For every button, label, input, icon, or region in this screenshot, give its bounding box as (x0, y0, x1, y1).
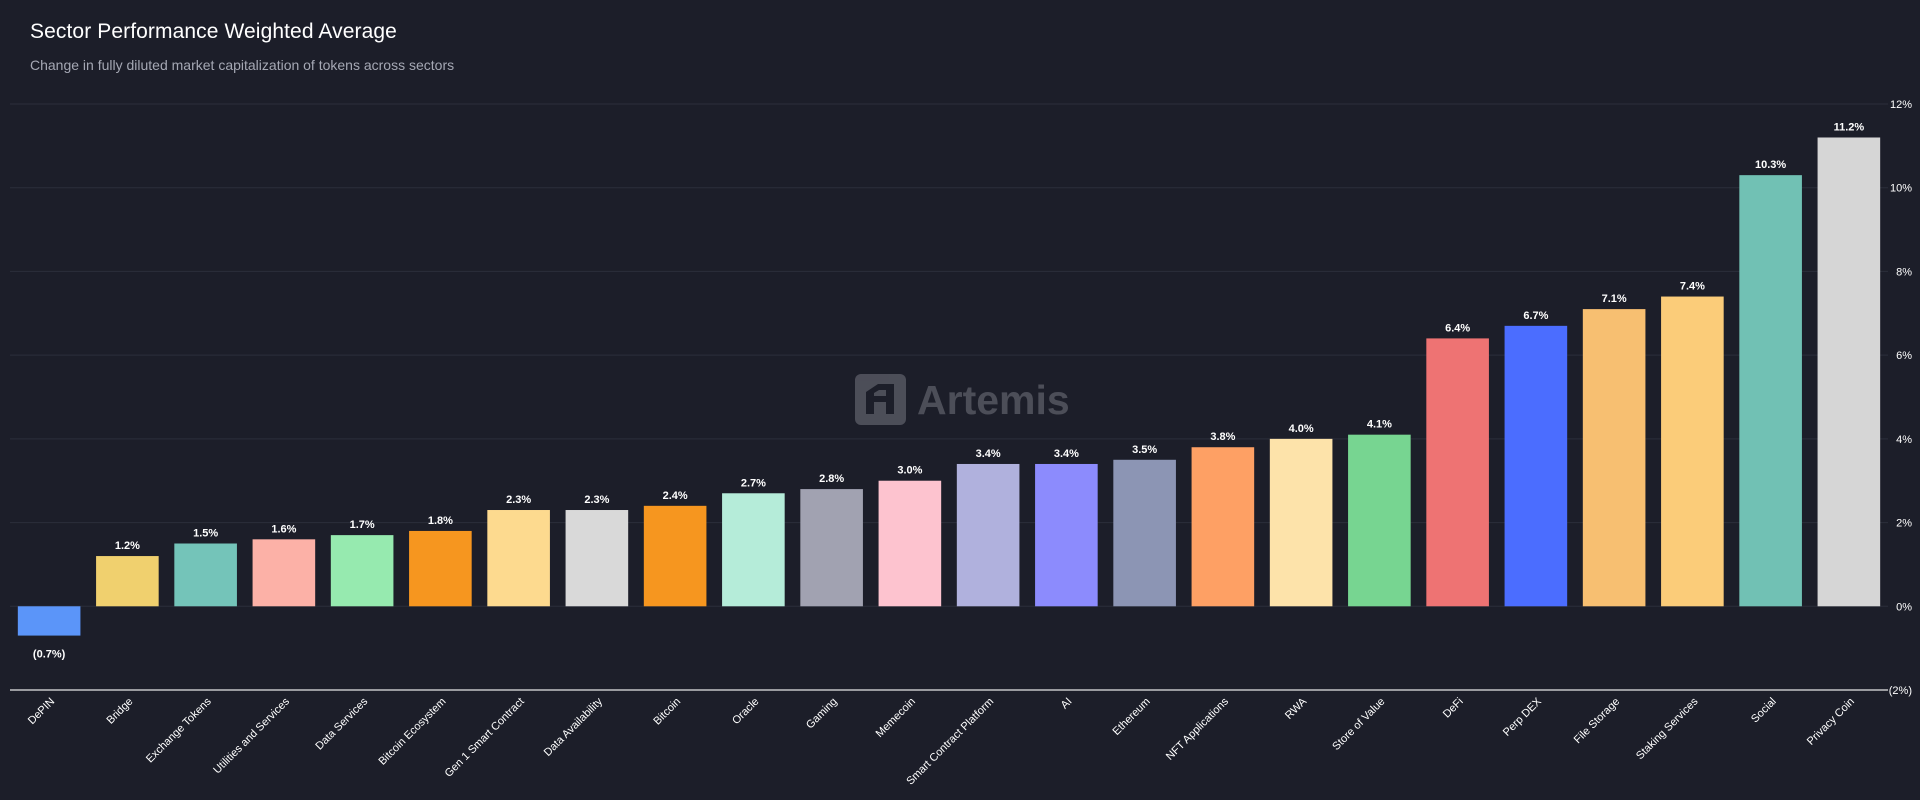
x-tick-label: NFT Applications (1164, 695, 1231, 762)
artemis-logo-icon (855, 374, 906, 425)
bar (252, 539, 316, 607)
bar (1661, 296, 1724, 607)
x-tick-label: Store of Value (1330, 696, 1387, 753)
y-tick-label: 2% (1896, 518, 1912, 530)
x-tick-label: Privacy Coin (1805, 696, 1857, 748)
x-tick-label: AI (1059, 696, 1075, 712)
y-tick-label: 12% (1890, 99, 1912, 111)
chart-subtitle: Change in fully diluted market capitaliz… (30, 57, 455, 73)
data-label: 7.1% (1602, 293, 1627, 305)
watermark: Artemis (855, 374, 1070, 425)
data-label: 1.6% (271, 523, 296, 535)
y-tick-label: 6% (1896, 350, 1912, 362)
x-tick-label: Oracle (730, 696, 761, 727)
x-tick-label: RWA (1283, 695, 1310, 722)
bar (956, 463, 1020, 607)
data-label: 2.4% (663, 490, 688, 502)
bar (330, 535, 394, 607)
x-tick-label: DePIN (26, 696, 57, 727)
bars (17, 137, 1881, 636)
x-tick-label: Social (1749, 696, 1779, 726)
data-label: (0.7%) (33, 649, 66, 661)
x-tick-label: Ethereum (1111, 696, 1153, 738)
x-tick-label: Perp DEX (1501, 695, 1545, 739)
bar (1817, 137, 1881, 607)
x-tick-label: Bridge (105, 696, 136, 727)
x-tick-label: Utilities and Services (211, 695, 292, 776)
data-label: 6.4% (1445, 322, 1470, 334)
x-tick-label: Memecoin (874, 696, 918, 740)
bar (96, 556, 159, 607)
y-tick-label: (2%) (1889, 685, 1912, 697)
x-tick-label: Data Availability (542, 695, 606, 759)
x-tick-label: Gaming (804, 696, 840, 732)
bar (1269, 438, 1333, 607)
data-label: 2.3% (584, 494, 609, 506)
x-tick-label: DeFi (1441, 696, 1466, 721)
y-axis: 12% 10% 8% 6% 4% 2% 0% (2%) (1889, 99, 1912, 697)
bar (174, 543, 237, 607)
y-tick-label: 0% (1896, 601, 1912, 613)
x-tick-label: Data Services (313, 695, 370, 752)
y-tick-label: 4% (1896, 434, 1912, 446)
data-label: 1.8% (428, 515, 453, 527)
bar (643, 505, 707, 607)
x-tick-label: Bitcoin Ecosystem (376, 696, 448, 768)
data-label: 3.8% (1210, 431, 1235, 443)
data-label: 3.4% (1054, 448, 1079, 460)
data-label: 10.3% (1755, 159, 1786, 171)
bar (878, 480, 942, 607)
bar (565, 510, 629, 607)
data-label: 1.7% (350, 519, 375, 531)
bar (800, 489, 863, 607)
bar (1035, 463, 1098, 607)
x-tick-label: File Storage (1572, 696, 1622, 746)
data-label: 7.4% (1680, 281, 1705, 293)
data-label: 3.0% (897, 465, 922, 477)
grid-lines (10, 103, 1888, 607)
x-tick-label: Staking Services (1634, 695, 1701, 762)
chart-title: Sector Performance Weighted Average (30, 20, 397, 43)
x-tick-label: Smart Contract Platform (904, 696, 996, 788)
data-label: 1.5% (193, 528, 218, 540)
y-tick-label: 8% (1896, 266, 1912, 278)
bar (1582, 309, 1646, 607)
bar (1191, 447, 1255, 607)
data-label: 6.7% (1523, 310, 1548, 322)
data-label: 4.1% (1367, 419, 1392, 431)
bar (1426, 338, 1489, 607)
data-label: 2.7% (741, 477, 766, 489)
data-label: 11.2% (1834, 121, 1865, 133)
bar (409, 530, 472, 607)
data-label: 1.2% (115, 540, 140, 552)
x-tick-label: Gen 1 Smart Contract (443, 696, 527, 780)
data-label: 3.4% (976, 448, 1001, 460)
data-label: 2.3% (506, 494, 531, 506)
bar (1348, 434, 1411, 607)
bar (17, 606, 81, 636)
x-tick-label: Bitcoin (651, 696, 683, 728)
y-tick-label: 10% (1890, 183, 1912, 195)
data-label: 2.8% (819, 473, 844, 485)
bar (722, 493, 785, 607)
bar (487, 510, 550, 607)
bar (1113, 459, 1176, 607)
bar (1504, 325, 1568, 607)
value-labels: (0.7%) 1.2% 1.5% 1.6% 1.7% 1.8% 2.3% 2.3% 2.4% 2.… (33, 121, 1864, 660)
data-label: 4.0% (1289, 423, 1314, 435)
bar (1739, 175, 1802, 607)
x-tick-label: Exchange Tokens (144, 695, 214, 765)
watermark-text: Artemis (917, 377, 1070, 423)
data-label: 3.5% (1132, 444, 1157, 456)
